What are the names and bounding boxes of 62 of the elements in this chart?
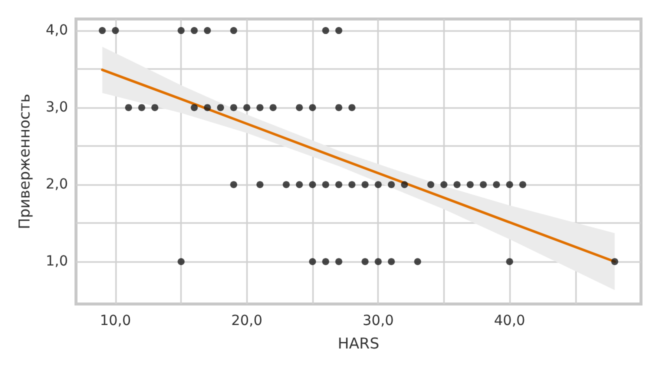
point	[335, 27, 342, 34]
point	[322, 258, 330, 266]
point	[178, 27, 185, 34]
x-tick-label: 20,0	[231, 313, 262, 329]
y-axis-title: Приверженность	[16, 94, 34, 230]
y-tick-label: 3,0	[46, 100, 68, 116]
point	[282, 181, 290, 188]
point	[506, 181, 514, 188]
point	[296, 181, 303, 188]
point	[348, 104, 356, 112]
point	[151, 104, 158, 112]
point	[230, 181, 238, 188]
y-tick-label: 1,0	[46, 254, 68, 270]
point	[204, 27, 211, 34]
x-axis-title: HARS	[338, 334, 380, 352]
x-tick-label: 10,0	[100, 313, 132, 329]
point	[256, 181, 264, 188]
point	[309, 181, 316, 188]
point	[362, 181, 369, 188]
point	[190, 104, 198, 112]
point	[204, 104, 211, 112]
point	[388, 181, 395, 188]
point	[256, 104, 264, 112]
point	[178, 258, 185, 266]
point	[270, 104, 277, 112]
point	[125, 104, 132, 112]
point	[362, 258, 369, 266]
point	[322, 181, 330, 188]
point	[611, 258, 618, 266]
point	[388, 258, 395, 266]
point	[335, 181, 342, 188]
point	[480, 181, 487, 188]
y-tick-label: 4,0	[46, 22, 68, 39]
point	[217, 104, 224, 112]
point	[374, 181, 382, 188]
point	[98, 27, 106, 34]
point	[454, 181, 461, 188]
point	[348, 181, 356, 188]
x-tick-label: 40,0	[494, 313, 526, 329]
point	[230, 104, 238, 112]
point	[506, 258, 514, 266]
point	[138, 104, 146, 112]
point	[335, 104, 342, 112]
point	[243, 104, 250, 112]
y-tick-label: 2,0	[46, 176, 68, 193]
point	[492, 181, 500, 188]
point	[190, 27, 198, 34]
point	[374, 258, 382, 266]
point	[296, 104, 303, 112]
point	[427, 181, 434, 188]
x-tick-label: 30,0	[362, 313, 394, 329]
point	[414, 258, 422, 266]
point	[466, 181, 474, 188]
point	[519, 181, 526, 188]
point	[335, 258, 342, 266]
point	[322, 27, 330, 34]
point	[400, 181, 408, 188]
point	[230, 27, 238, 34]
point	[440, 181, 448, 188]
point	[309, 258, 316, 266]
point	[309, 104, 316, 112]
point	[112, 27, 119, 34]
